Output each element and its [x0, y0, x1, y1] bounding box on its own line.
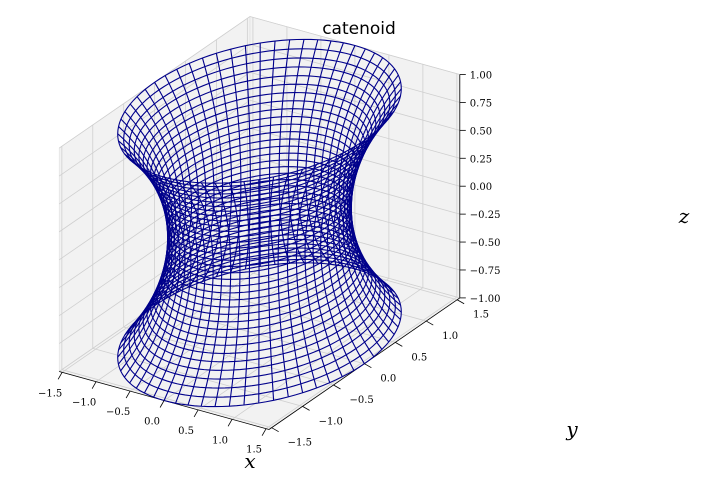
wire-meridian	[175, 179, 206, 404]
x-tick-label: −0.5	[106, 407, 130, 418]
y-tick-label: 1.5	[473, 310, 489, 321]
y-tick-label: −1.0	[319, 416, 343, 427]
y-tick-label: 0.5	[411, 352, 427, 363]
x-tick-label-mark	[57, 372, 63, 380]
wire-meridian	[228, 182, 241, 407]
wire-meridian	[214, 182, 232, 407]
wire-meridian	[312, 153, 343, 377]
wire-meridian	[346, 68, 396, 293]
y-tick-label: 0.0	[380, 374, 396, 385]
y-tick-label-mark	[364, 363, 372, 369]
grid-line-z	[58, 99, 460, 233]
y-axis-label: y	[565, 417, 578, 441]
x-tick-label: 1.0	[212, 435, 228, 446]
x-tick-label-mark	[91, 381, 97, 389]
wire-meridian	[338, 57, 384, 282]
x-tick-label: −1.0	[72, 398, 96, 409]
y-tick-label-mark	[271, 427, 279, 433]
z-tick-label: −0.50	[470, 238, 501, 249]
x-tick-label: −1.5	[38, 388, 62, 399]
wire-meridian	[286, 169, 304, 393]
y-tick-label: −0.5	[349, 395, 373, 406]
wire-meridian	[144, 89, 186, 314]
wire-meridian	[287, 39, 305, 264]
x-tick-label: 1.5	[246, 445, 262, 456]
z-tick-label: −1.00	[470, 294, 501, 305]
wire-meridian	[304, 158, 331, 383]
x-axis-label: x	[244, 449, 255, 473]
z-tick-label: −0.75	[470, 266, 501, 277]
wire-meridian	[200, 182, 223, 407]
x-tick-label-mark	[227, 419, 233, 427]
y-tick-label-mark	[456, 299, 465, 305]
wire-meridian	[343, 62, 390, 287]
wire-meridian	[333, 132, 375, 357]
y-tick-label-mark	[395, 342, 403, 347]
x-tick-label-mark	[261, 428, 267, 436]
wire-meridian	[215, 53, 233, 277]
tick-labels: −1.5−1.0−0.50.00.51.01.5−1.5−1.0−0.50.00…	[38, 71, 500, 456]
wire-meridian	[143, 169, 186, 394]
z-tick-label: 0.00	[470, 182, 492, 193]
wire-meridian	[296, 39, 319, 264]
wire-meridian	[201, 57, 224, 282]
x-tick-label-mark	[159, 400, 165, 408]
z-tick-label: 1.00	[470, 71, 492, 82]
wire-meridian	[333, 52, 376, 277]
z-axis-label: z	[678, 204, 690, 228]
x-tick-label-mark	[125, 390, 131, 399]
wire-meridian	[278, 39, 291, 264]
y-tick-label-mark	[426, 320, 434, 326]
wire-meridian	[326, 139, 365, 364]
wire-meridian	[342, 118, 390, 343]
wire-meridian	[320, 45, 356, 270]
wire-meridian	[129, 103, 177, 328]
wire-meridian	[269, 40, 276, 265]
z-tick-label: 0.75	[470, 98, 492, 109]
wire-meridian	[188, 63, 215, 288]
x-tick-label-mark	[193, 409, 199, 418]
z-tick-label: −0.25	[470, 210, 501, 221]
wire-meridian	[123, 153, 173, 378]
y-tick-label: −1.5	[288, 438, 312, 449]
wire-meridian	[313, 42, 344, 267]
chart-title: catenoid	[322, 19, 396, 39]
y-tick-label: 1.0	[442, 331, 458, 342]
wire-meridian	[176, 69, 207, 293]
wire-meridian	[327, 48, 366, 273]
wire-meridian	[187, 181, 214, 406]
wire-meridian	[153, 173, 192, 398]
wire-meridian	[163, 176, 199, 401]
z-tick-label: 0.50	[470, 126, 492, 137]
wire-meridian	[129, 159, 176, 384]
wire-meridian	[243, 181, 250, 406]
wire-meridian	[268, 176, 275, 401]
y-tick-label-mark	[302, 405, 310, 411]
wire-meridian	[305, 40, 332, 265]
wire-meridian	[135, 164, 181, 389]
wire-meridian	[230, 49, 242, 273]
wire-meridian	[295, 164, 318, 389]
z-tick-label: 0.25	[470, 154, 492, 165]
wire-meridian	[277, 173, 289, 397]
x-tick-label: 0.0	[144, 417, 160, 428]
wire-meridian	[244, 45, 251, 270]
grid-line-z	[58, 16, 460, 149]
y-tick-label-mark	[333, 384, 341, 390]
wireframe-surface	[117, 38, 402, 408]
wire-meridian	[154, 82, 193, 307]
wire-meridian	[320, 146, 355, 371]
x-tick-label: 0.5	[178, 426, 194, 437]
